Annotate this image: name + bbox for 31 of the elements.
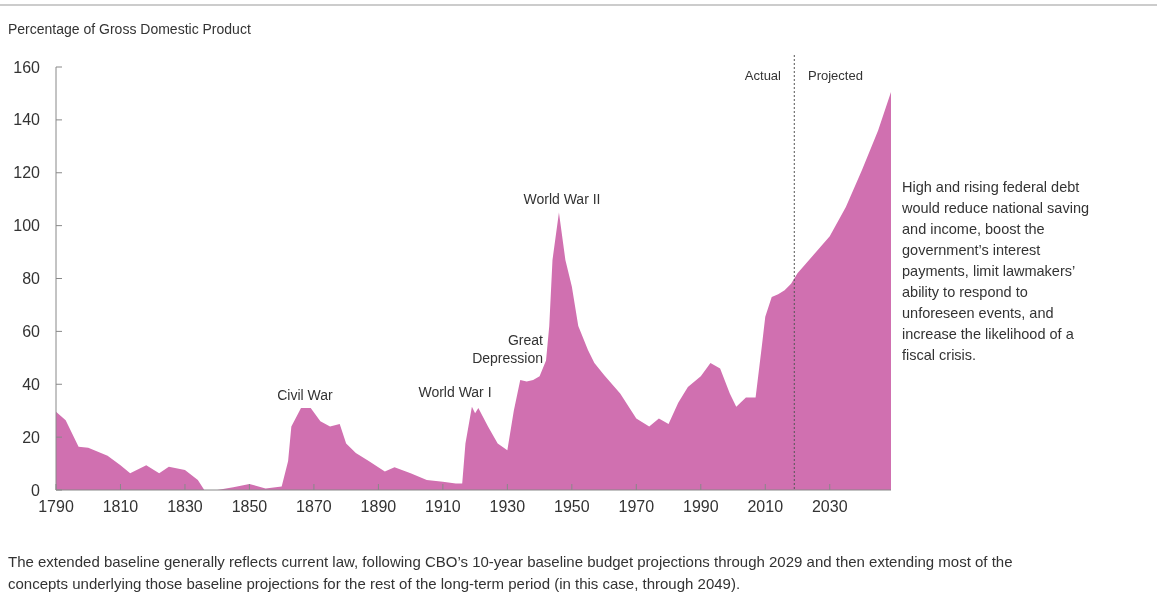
x-tick-label: 2010	[747, 498, 784, 515]
x-tick-label: 1870	[296, 498, 332, 515]
x-tick-label: 1810	[102, 498, 139, 515]
x-tick-label: 1930	[489, 498, 526, 515]
x-tick-label: 1910	[425, 498, 461, 515]
y-tick-label: 100	[13, 217, 41, 235]
y-tick-label: 80	[22, 270, 41, 288]
annotation: Actual	[744, 68, 782, 83]
x-tick-label: 1830	[167, 498, 203, 515]
annotation: Civil War	[277, 387, 334, 403]
annotation: World War I	[418, 384, 492, 400]
annotation: Projected	[808, 68, 863, 83]
annotation: Great Depression	[472, 332, 544, 366]
x-tick-label: 1990	[682, 498, 719, 515]
y-tick-label: 40	[22, 375, 41, 393]
x-tick-label: 2030	[811, 498, 848, 515]
text: The extended baseline generally reflects current law, following CBO’s 10-year baseline budget projections through 2029 and then extending most of the concepts underlying those baseline projections for the rest of the long-term period (in this case, through 2049).	[8, 553, 1013, 592]
text: High and rising federal debt would reduce national saving and income, boost the government’s interest payments, limit lawmakers’ ability to respond to unforeseen events, and increase the likelihood of a fiscal crisis.	[902, 179, 1090, 363]
y-axis-title: Percentage of Gross Domestic Product	[8, 21, 251, 37]
x-tick-label: 1850	[231, 498, 268, 515]
x-tick-label: 1950	[554, 498, 590, 515]
x-tick-label: 1790	[38, 498, 74, 515]
y-tick-label: 60	[22, 322, 41, 340]
y-tick-label: 140	[13, 111, 41, 129]
y-tick-label: 20	[22, 428, 41, 446]
y-tick-label: 120	[13, 164, 41, 182]
x-tick-label: 1890	[360, 498, 397, 515]
y-tick-label: 0	[31, 481, 41, 499]
x-tick-label: 1970	[618, 498, 655, 515]
annotation: World War II	[523, 191, 601, 207]
y-tick-label: 160	[13, 58, 41, 76]
